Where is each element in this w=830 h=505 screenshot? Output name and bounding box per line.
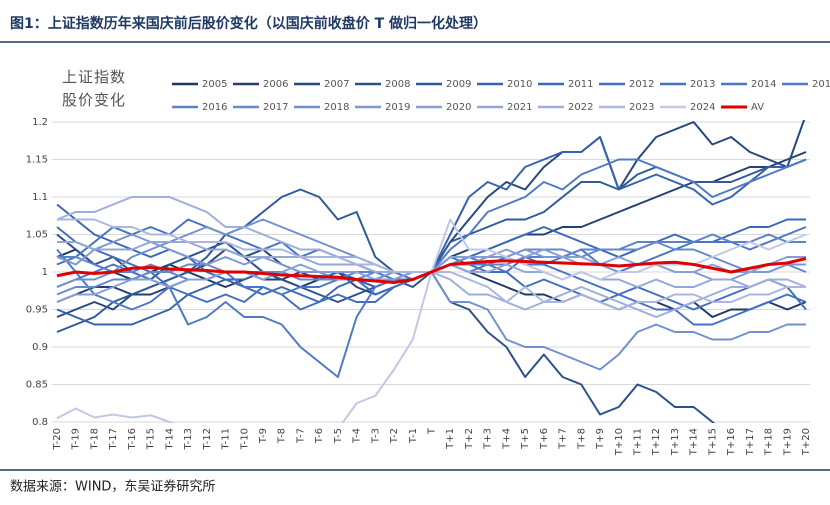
x-tick-label: T-14	[164, 428, 175, 451]
y-tick-label: 1.15	[26, 155, 48, 166]
x-tick-label: T-18	[89, 428, 100, 451]
x-tick-label: T+18	[764, 428, 775, 456]
x-tick-label: T-17	[108, 428, 119, 451]
chart-title: 图1：上证指数历年来国庆前后股价变化（以国庆前收盘价 T 做归一化处理）	[10, 15, 487, 32]
legend-label: 2009	[446, 79, 471, 90]
x-tick-label: T-10	[239, 428, 250, 451]
y-tick-label: 1.1	[32, 192, 48, 203]
x-tick-label: T-6	[314, 428, 325, 444]
x-tick-label: T-20	[52, 428, 63, 451]
legend-label: 2018	[324, 102, 349, 113]
y-tick-label: 0.9	[32, 342, 48, 353]
legend-label: 2012	[629, 79, 654, 90]
legend-label: 2013	[690, 79, 715, 90]
legend-label: 2007	[324, 79, 349, 90]
series-line	[56, 196, 807, 318]
x-tick-label: T-1	[408, 428, 419, 444]
x-tick-label: T+2	[464, 428, 475, 450]
x-tick-label: T+13	[670, 428, 681, 456]
x-tick-label: T+4	[501, 428, 512, 450]
legend-label: 2023	[629, 102, 654, 113]
series-line	[56, 158, 807, 333]
y-tick-label: 0.85	[26, 380, 48, 391]
x-tick-label: T-3	[370, 428, 381, 444]
plot-area	[56, 120, 807, 423]
x-tick-label: T-9	[258, 428, 269, 444]
legend-label: 2022	[568, 102, 593, 113]
legend-label: 2021	[507, 102, 532, 113]
x-tick-label: T-5	[333, 428, 344, 444]
x-tick-label: T+16	[726, 428, 737, 456]
x-tick-label: T+20	[801, 428, 812, 456]
x-tick-label: T-13	[183, 428, 194, 451]
legend-label: 2006	[263, 79, 288, 90]
x-tick-label: T+5	[520, 428, 531, 450]
x-tick-label: T+6	[539, 428, 550, 450]
legend-label: AV	[751, 102, 764, 113]
x-tick-label: T-12	[202, 428, 213, 451]
y-tick-label: 0.95	[26, 305, 48, 316]
x-tick-label: T+12	[651, 428, 662, 456]
series-line	[56, 136, 807, 326]
y-tick-label: 1	[42, 267, 48, 278]
series-line	[56, 233, 716, 423]
x-tick-label: T+8	[576, 428, 587, 450]
x-tick-label: T+7	[558, 428, 569, 450]
series-line	[56, 257, 807, 284]
x-tick-label: T-8	[277, 428, 288, 444]
x-tick-label: T+9	[595, 428, 606, 450]
x-tick-label: T-2	[389, 428, 400, 444]
x-tick-label: T-15	[146, 428, 157, 451]
legend-label: 2020	[446, 102, 471, 113]
legend-label: 2024	[690, 102, 715, 113]
y-tick-label: 1.05	[26, 230, 48, 241]
series-line	[56, 248, 807, 318]
x-tick-label: T-7	[295, 428, 306, 444]
legend-label: 2014	[751, 79, 776, 90]
x-tick-label: T	[427, 427, 438, 435]
legend-label: 2008	[385, 79, 410, 90]
x-tick-label: T+10	[614, 428, 625, 456]
x-tick-label: T+19	[782, 428, 793, 456]
legend-label: 2019	[385, 102, 410, 113]
legend-label: 2010	[507, 79, 532, 90]
x-tick-label: T-16	[127, 428, 138, 451]
x-tick-label: T-11	[221, 428, 232, 451]
y-tick-label: 0.8	[32, 417, 48, 428]
legend-label: 2005	[202, 79, 227, 90]
legend-label: 2016	[202, 102, 227, 113]
x-tick-label: T+1	[445, 428, 456, 450]
legend-label: 2011	[568, 79, 593, 90]
x-tick-label: T-4	[352, 428, 363, 444]
series-line	[56, 226, 807, 296]
y-tick-label: 1.2	[32, 117, 48, 128]
x-tick-label: T+11	[632, 428, 643, 456]
legend-label: 2015	[812, 79, 830, 90]
x-tick-label: T-19	[71, 428, 82, 451]
x-tick-label: T+15	[707, 428, 718, 456]
source-note: 数据来源：WIND，东吴证券研究所	[10, 479, 215, 495]
x-tick-label: T+14	[689, 428, 700, 456]
x-tick-label: T+3	[483, 428, 494, 450]
legend-label: 2017	[263, 102, 288, 113]
x-tick-label: T+17	[745, 428, 756, 456]
y-axis-label: 上证指数 股价变化	[62, 68, 127, 109]
